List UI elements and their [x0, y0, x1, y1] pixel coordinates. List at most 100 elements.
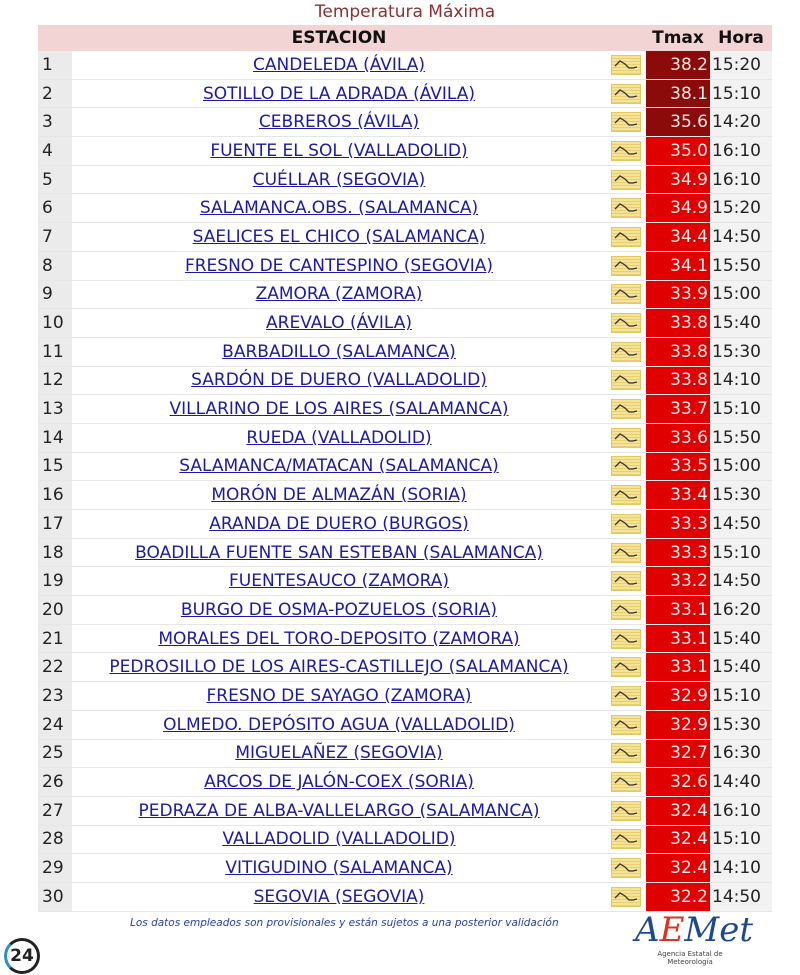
table-row: 10 AREVALO (ÁVILA) 33.8 15:40: [38, 308, 772, 338]
table-row: 14 RUEDA (VALLADOLID) 33.6 15:50: [38, 423, 772, 453]
chart-icon[interactable]: [611, 255, 641, 276]
table-row: 18 BOADILLA FUENTE SAN ESTEBAN (SALAMANC…: [38, 538, 772, 568]
rank: 15: [38, 452, 72, 482]
chart-icon[interactable]: [611, 685, 641, 706]
station-link[interactable]: FUENTE EL SOL (VALLADOLID): [210, 140, 468, 161]
tmax-value: 33.8: [646, 337, 710, 367]
chart-icon[interactable]: [611, 198, 641, 219]
station-link[interactable]: PEDROSILLO DE LOS AIRES-CASTILLEJO (SALA…: [109, 657, 569, 678]
hora-value: 15:00: [710, 280, 772, 310]
chart-icon[interactable]: [611, 456, 641, 477]
station-link[interactable]: AREVALO (ÁVILA): [266, 313, 412, 334]
chart-icon[interactable]: [611, 542, 641, 563]
station-link[interactable]: ARANDA DE DUERO (BURGOS): [209, 513, 469, 534]
station-link[interactable]: SOTILLO DE LA ADRADA (ÁVILA): [202, 83, 476, 104]
chart-icon[interactable]: [611, 772, 641, 793]
chart-icon[interactable]: [611, 829, 641, 850]
station-link[interactable]: CUÉLLAR (SEGOVIA): [252, 169, 426, 190]
hora-value: 14:10: [710, 853, 772, 883]
chart-icon[interactable]: [611, 169, 641, 190]
chart-icon[interactable]: [611, 370, 641, 391]
chart-icon[interactable]: [611, 399, 641, 420]
chart-icon[interactable]: [611, 112, 641, 133]
station-link[interactable]: VILLARINO DE LOS AIRES (SALAMANCA): [169, 399, 509, 420]
rank: 24: [38, 710, 72, 740]
station-link[interactable]: BARBADILLO (SALAMANCA): [222, 341, 456, 362]
chart-icon[interactable]: [611, 341, 641, 362]
station-link[interactable]: MIGUELAÑEZ (SEGOVIA): [235, 743, 443, 764]
hora-value: 14:50: [710, 222, 772, 252]
station-link[interactable]: CEBREROS (ÁVILA): [258, 112, 420, 133]
disclaimer: Los datos empleados son provisionales y …: [130, 917, 559, 929]
tmax-value: 32.9: [646, 710, 710, 740]
rank: 4: [38, 136, 72, 166]
chart-icon[interactable]: [611, 714, 641, 735]
tmax-table: ESTACION Tmax Hora 1 CANDELEDA (ÁVILA) 3…: [38, 25, 772, 912]
chart-icon[interactable]: [611, 485, 641, 506]
station-link[interactable]: CANDELEDA (ÁVILA): [252, 54, 426, 75]
station-link[interactable]: SARDÓN DE DUERO (VALLADOLID): [191, 370, 487, 391]
station-link[interactable]: FUENTESAUCO (ZAMORA): [229, 571, 449, 592]
station-link[interactable]: SAELICES EL CHICO (SALAMANCA): [192, 226, 486, 247]
station-link[interactable]: SALAMANCA.OBS. (SALAMANCA): [199, 198, 479, 219]
chart-icon[interactable]: [611, 427, 641, 448]
chart-icon[interactable]: [611, 140, 641, 161]
table-row: 15 SALAMANCA/MATACAN (SALAMANCA) 33.5 15…: [38, 452, 772, 482]
station-link[interactable]: FRESNO DE CANTESPINO (SEGOVIA): [184, 255, 494, 276]
chart-icon[interactable]: [611, 54, 641, 75]
chart-icon[interactable]: [611, 284, 641, 305]
rank: 11: [38, 337, 72, 367]
rank: 29: [38, 853, 72, 883]
hora-value: 14:40: [710, 767, 772, 797]
hora-value: 14:10: [710, 366, 772, 396]
rank: 26: [38, 767, 72, 797]
hora-value: 15:40: [710, 308, 772, 338]
tmax-value: 32.9: [646, 681, 710, 711]
tmax-value: 33.8: [646, 366, 710, 396]
chart-icon[interactable]: [611, 83, 641, 104]
chart-icon[interactable]: [611, 657, 641, 678]
station-link[interactable]: VALLADOLID (VALLADOLID): [222, 829, 456, 850]
chart-icon[interactable]: [611, 628, 641, 649]
hora-value: 15:10: [710, 825, 772, 855]
hora-value: 14:50: [710, 882, 772, 912]
table-row: 7 SAELICES EL CHICO (SALAMANCA) 34.4 14:…: [38, 222, 772, 252]
rank: 10: [38, 308, 72, 338]
chart-icon[interactable]: [611, 313, 641, 334]
station-link[interactable]: OLMEDO. DEPÓSITO AGUA (VALLADOLID): [163, 714, 515, 735]
hora-value: 15:00: [710, 452, 772, 482]
station-link[interactable]: SEGOVIA (SEGOVIA): [253, 886, 425, 907]
chart-icon[interactable]: [611, 226, 641, 247]
chart-icon[interactable]: [611, 800, 641, 821]
tmax-value: 33.3: [646, 509, 710, 539]
table-row: 9 ZAMORA (ZAMORA) 33.9 15:00: [38, 280, 772, 310]
rank: 20: [38, 595, 72, 625]
header-station: ESTACION: [72, 25, 606, 51]
station-link[interactable]: RUEDA (VALLADOLID): [246, 427, 432, 448]
chart-icon[interactable]: [611, 513, 641, 534]
station-link[interactable]: ZAMORA (ZAMORA): [255, 284, 423, 305]
station-link[interactable]: BOADILLA FUENTE SAN ESTEBAN (SALAMANCA): [135, 542, 543, 563]
chart-icon[interactable]: [611, 571, 641, 592]
hora-value: 15:30: [710, 710, 772, 740]
tmax-value: 33.6: [646, 423, 710, 453]
chart-icon[interactable]: [611, 743, 641, 764]
badge-24-logo: 24: [4, 938, 40, 974]
station-link[interactable]: PEDRAZA DE ALBA-VALLELARGO (SALAMANCA): [138, 800, 540, 821]
chart-icon[interactable]: [611, 858, 641, 879]
tmax-value: 33.9: [646, 280, 710, 310]
table-row: 8 FRESNO DE CANTESPINO (SEGOVIA) 34.1 15…: [38, 251, 772, 281]
station-link[interactable]: ARCOS DE JALÓN-COEX (SORIA): [204, 772, 474, 793]
chart-icon[interactable]: [611, 886, 641, 907]
station-link[interactable]: SALAMANCA/MATACAN (SALAMANCA): [179, 456, 499, 477]
station-link[interactable]: VITIGUDINO (SALAMANCA): [225, 858, 453, 879]
station-link[interactable]: MORALES DEL TORO-DEPOSITO (ZAMORA): [158, 628, 520, 649]
station-link[interactable]: FRESNO DE SAYAGO (ZAMORA): [206, 685, 472, 706]
chart-icon[interactable]: [611, 599, 641, 620]
hora-value: 15:20: [710, 193, 772, 224]
rank: 1: [38, 51, 72, 80]
tmax-value: 33.5: [646, 452, 710, 482]
station-link[interactable]: MORÓN DE ALMAZÁN (SORIA): [211, 485, 467, 506]
station-link[interactable]: BURGO DE OSMA-POZUELOS (SORIA): [180, 599, 498, 620]
rank: 13: [38, 394, 72, 424]
